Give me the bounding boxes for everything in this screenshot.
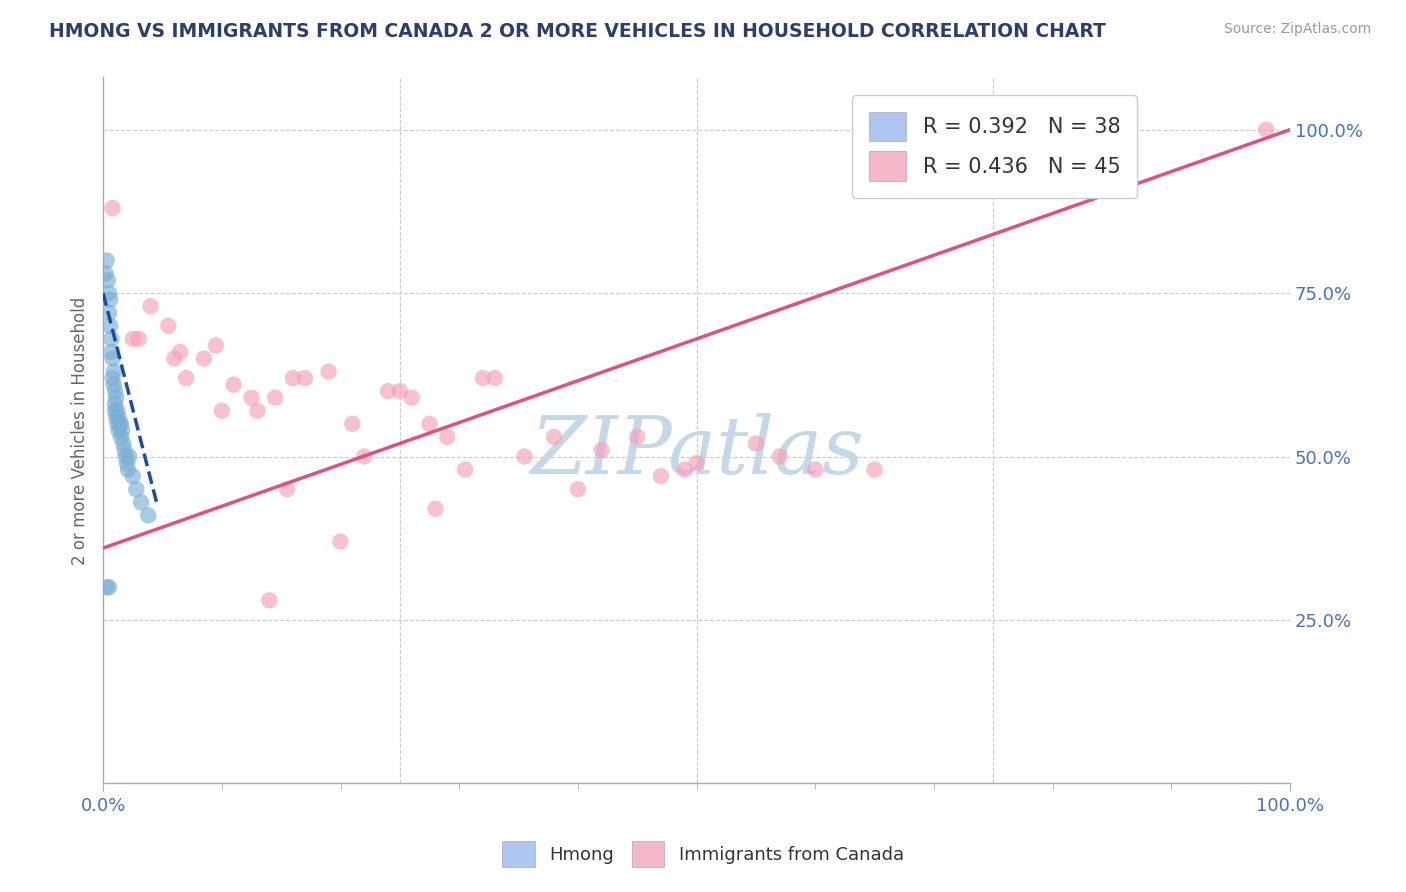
Point (103, 365, 125, 379)
Point (425, 501, 447, 516)
Point (105, 391, 128, 405)
Point (281, 371, 304, 385)
Point (401, 391, 423, 405)
Point (108, 417, 131, 431)
Point (174, 371, 197, 385)
Point (121, 332, 143, 346)
Point (112, 436, 135, 450)
Point (129, 495, 152, 509)
Legend: Hmong, Immigrants from Canada: Hmong, Immigrants from Canada (495, 834, 911, 874)
Point (96, 253, 118, 268)
Point (98, 286, 121, 301)
Point (117, 462, 139, 476)
Point (101, 351, 124, 366)
Point (98, 318, 121, 333)
Point (94, 267, 117, 281)
Point (388, 384, 411, 399)
Point (377, 384, 399, 399)
Point (342, 417, 364, 431)
Point (121, 469, 143, 483)
Point (169, 345, 191, 359)
Text: Source: ZipAtlas.com: Source: ZipAtlas.com (1223, 22, 1371, 37)
Point (111, 424, 134, 438)
Point (418, 417, 440, 431)
Point (136, 508, 159, 523)
Point (685, 456, 707, 470)
Point (353, 450, 375, 464)
Point (103, 377, 125, 392)
Point (240, 391, 263, 405)
Point (100, 345, 122, 359)
Point (105, 410, 128, 425)
Point (101, 371, 124, 385)
Point (107, 424, 129, 438)
Point (259, 593, 281, 607)
Point (650, 469, 672, 483)
Y-axis label: 2 or more Vehicles in Household: 2 or more Vehicles in Household (72, 296, 89, 565)
Point (205, 338, 228, 352)
Point (163, 351, 186, 366)
Point (673, 462, 696, 476)
Point (222, 377, 245, 392)
Point (125, 482, 148, 496)
Point (100, 332, 122, 346)
Point (157, 318, 180, 333)
Point (294, 371, 316, 385)
Point (567, 482, 589, 496)
Point (264, 391, 287, 405)
Point (246, 404, 269, 418)
Point (96, 580, 118, 594)
Point (105, 404, 128, 418)
Point (863, 462, 886, 476)
Point (484, 371, 506, 385)
Point (98, 293, 121, 307)
Point (471, 371, 494, 385)
Point (98, 306, 121, 320)
Point (626, 430, 648, 444)
Point (1256, 122, 1278, 136)
Point (769, 450, 792, 464)
Point (745, 436, 768, 450)
Point (543, 430, 565, 444)
Point (513, 450, 536, 464)
Point (115, 456, 138, 470)
Point (128, 332, 150, 346)
Point (104, 397, 127, 411)
Text: ZIPatlas: ZIPatlas (530, 413, 863, 491)
Point (107, 410, 129, 425)
Point (591, 442, 613, 457)
Point (104, 384, 127, 399)
Point (318, 365, 340, 379)
Point (98, 580, 121, 594)
Point (104, 404, 127, 418)
Point (114, 442, 136, 457)
Legend: R = 0.392   N = 38, R = 0.436   N = 45: R = 0.392 N = 38, R = 0.436 N = 45 (852, 95, 1137, 198)
Point (454, 462, 477, 476)
Point (193, 351, 215, 366)
Point (110, 417, 132, 431)
Text: HMONG VS IMMIGRANTS FROM CANADA 2 OR MORE VEHICLES IN HOUSEHOLD CORRELATION CHAR: HMONG VS IMMIGRANTS FROM CANADA 2 OR MOR… (49, 22, 1107, 41)
Point (139, 299, 162, 313)
Point (101, 201, 124, 215)
Point (804, 462, 827, 476)
Point (110, 430, 132, 444)
Point (118, 450, 141, 464)
Point (436, 430, 458, 444)
Point (211, 404, 233, 418)
Point (329, 534, 352, 549)
Point (105, 417, 128, 431)
Point (276, 482, 298, 496)
Point (97, 273, 120, 287)
Point (114, 450, 136, 464)
